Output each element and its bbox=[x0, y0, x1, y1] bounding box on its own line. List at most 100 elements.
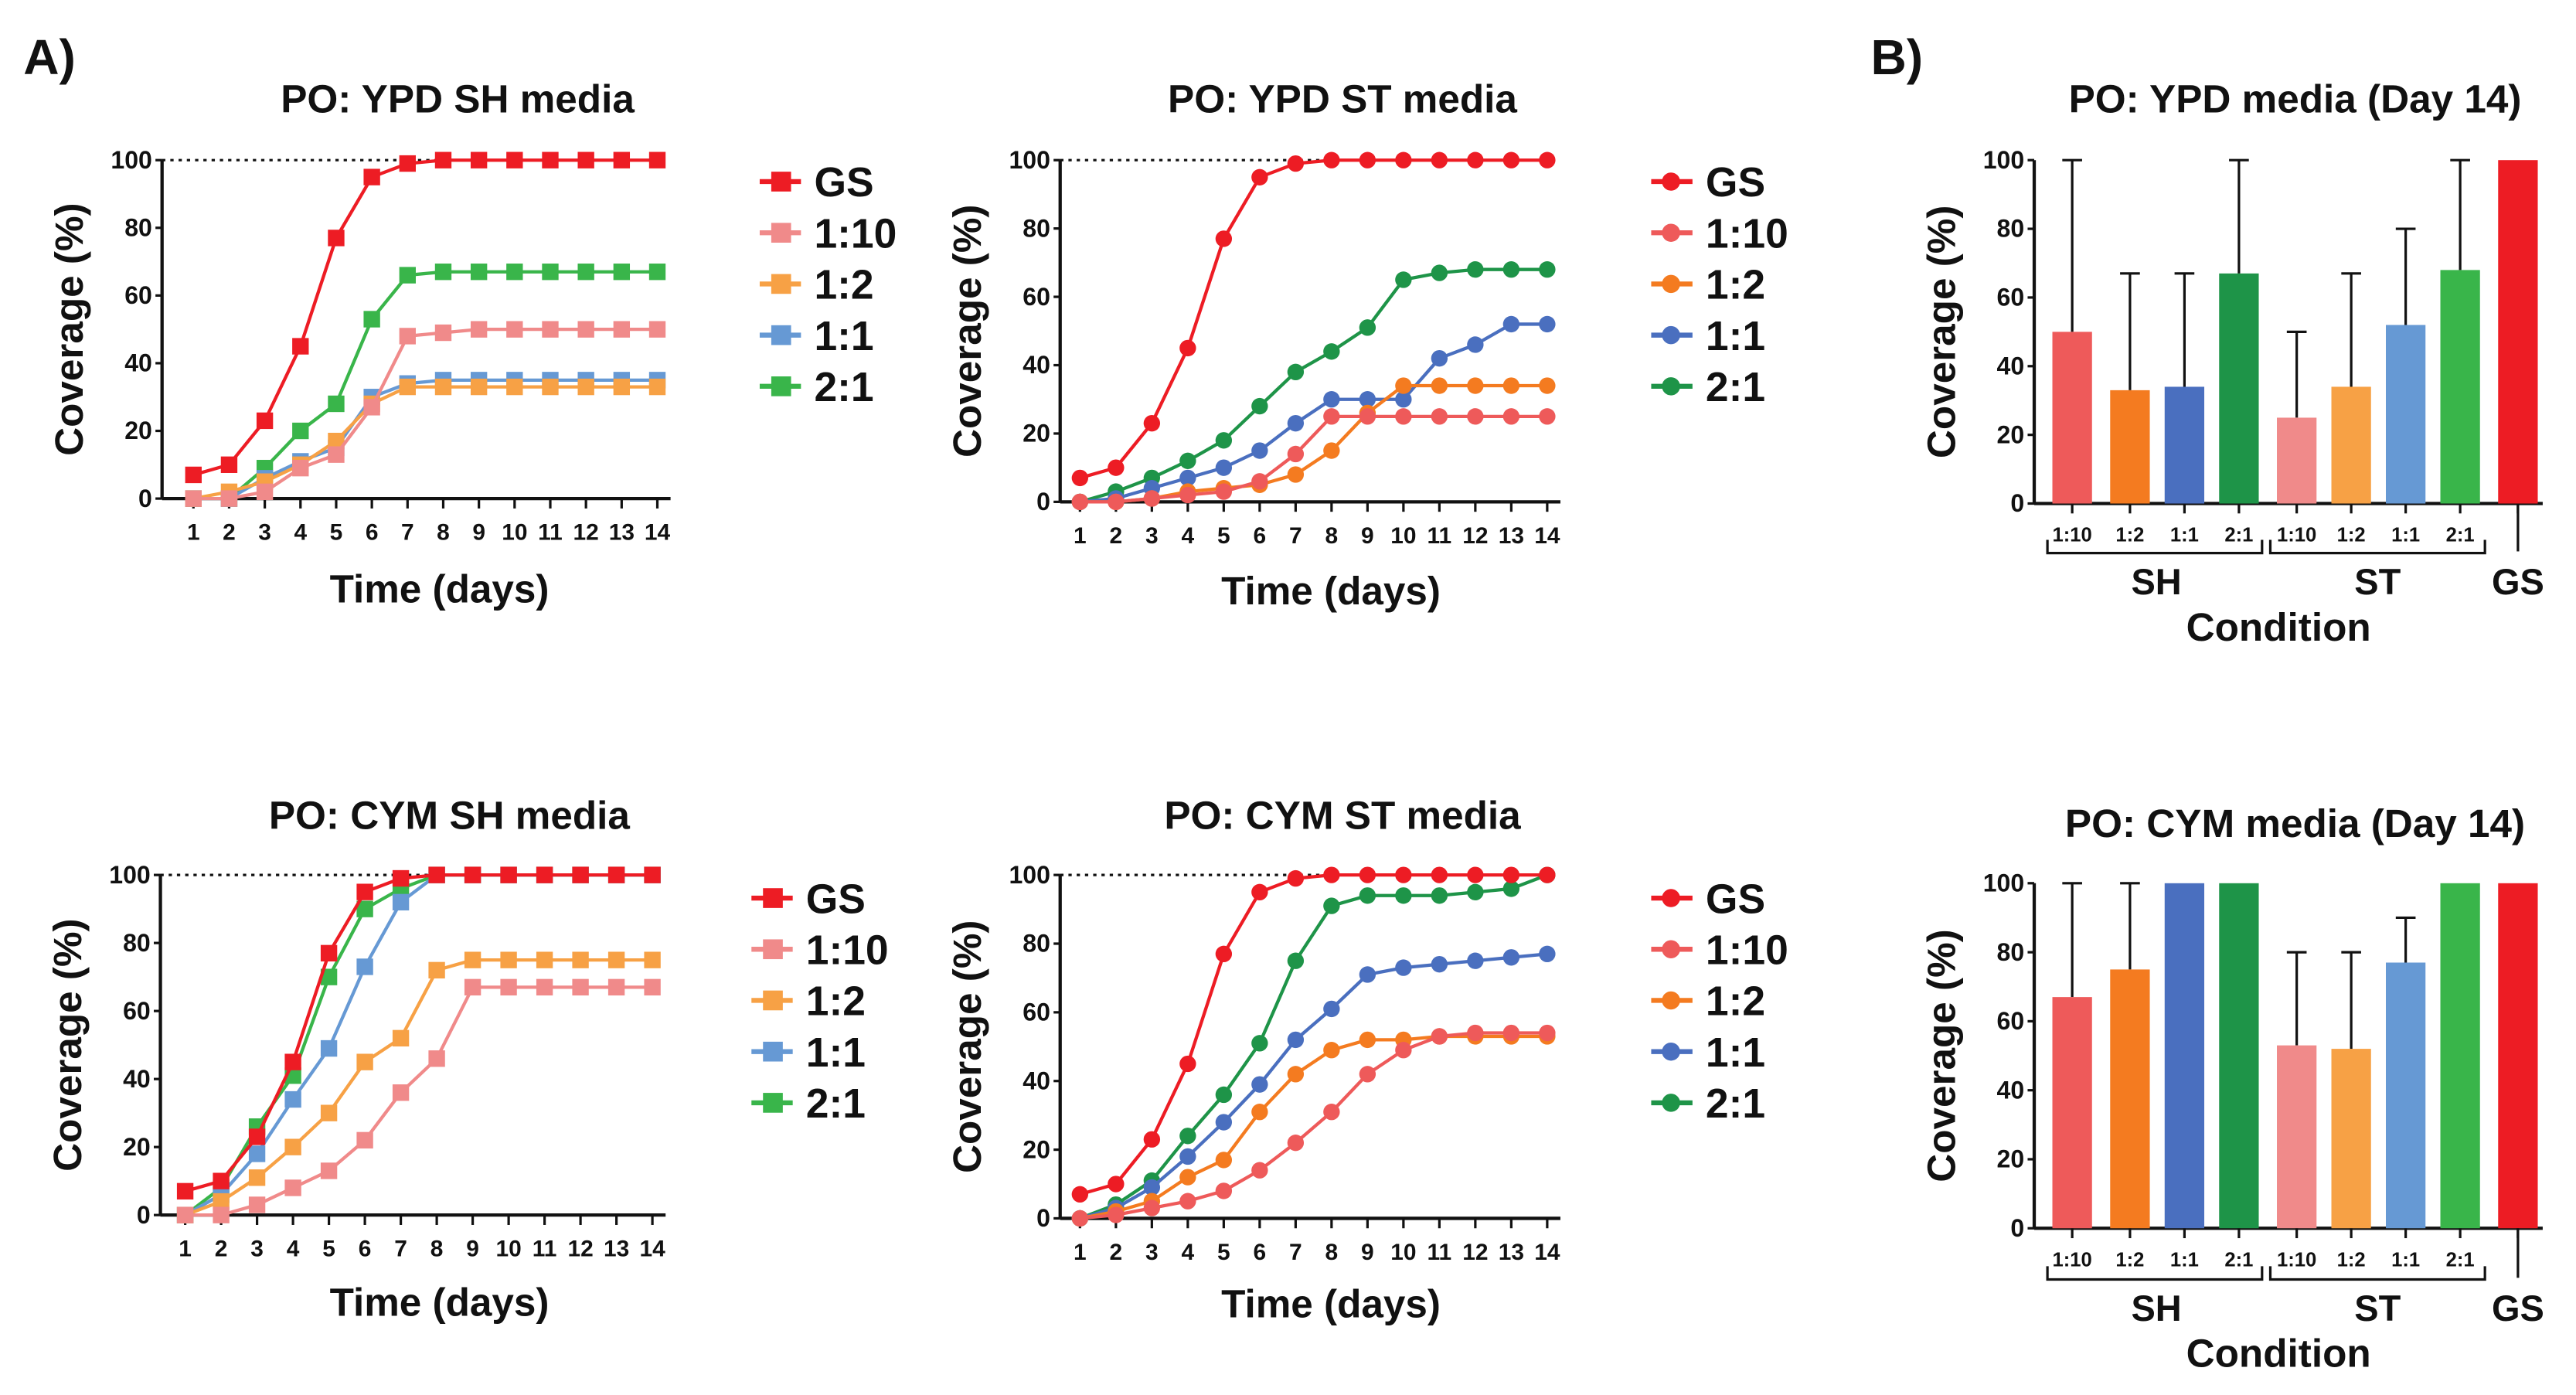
group-bracket bbox=[2268, 1266, 2486, 1281]
y-axis-label: Coverage (%) bbox=[47, 202, 91, 456]
bar-label: 1:1 bbox=[2170, 1249, 2199, 1271]
bar-label: 1:10 bbox=[2052, 1249, 2091, 1271]
data-point bbox=[1287, 1135, 1305, 1152]
data-point bbox=[399, 378, 416, 396]
legend-item-1:1: 1:1 bbox=[1651, 314, 1765, 359]
group-bracket bbox=[2046, 1266, 2264, 1281]
chart-0: 0 20 40 60 80 100 Coverage (%) PO: YPD SH media… bbox=[47, 77, 897, 611]
data-point bbox=[392, 1084, 410, 1101]
data-point bbox=[248, 1196, 266, 1213]
data-point bbox=[1431, 408, 1448, 425]
legend-label: 1:2 bbox=[1706, 979, 1765, 1025]
y-tick-label: 100 bbox=[109, 861, 150, 889]
data-point bbox=[428, 961, 445, 979]
x-tick-label: 8 bbox=[1325, 1240, 1339, 1265]
chart-title: PO: CYM SH media bbox=[269, 793, 631, 837]
bar-ST-1:2: 1:2 bbox=[2331, 951, 2371, 1271]
data-point bbox=[542, 321, 559, 338]
x-tick-label: 5 bbox=[1217, 1240, 1230, 1265]
data-point bbox=[328, 230, 345, 247]
data-point bbox=[284, 1090, 301, 1108]
group-bracket bbox=[2046, 539, 2264, 555]
y-tick-label: 80 bbox=[124, 213, 152, 241]
data-point bbox=[1539, 377, 1556, 394]
y-axis-label: Coverage (%) bbox=[1919, 929, 1963, 1182]
bar-label: 2:1 bbox=[2446, 1249, 2475, 1271]
data-point bbox=[328, 432, 345, 450]
chart-title: PO: CYM ST media bbox=[1164, 793, 1521, 837]
data-point bbox=[1467, 1024, 1484, 1042]
y-tick-label: 100 bbox=[1983, 146, 2024, 174]
data-point bbox=[284, 1053, 301, 1070]
series-1:10 bbox=[176, 978, 661, 1223]
data-point bbox=[1323, 408, 1340, 425]
data-point bbox=[185, 466, 202, 484]
bar-label: 1:1 bbox=[2391, 1249, 2420, 1271]
series-line bbox=[184, 873, 653, 1217]
data-point bbox=[1359, 1066, 1376, 1083]
bar-ST-2:1: 2:1 bbox=[2440, 883, 2480, 1271]
panel-label-b: B) bbox=[1871, 29, 1924, 85]
data-point bbox=[1143, 1199, 1161, 1216]
bar bbox=[2052, 997, 2092, 1229]
data-point bbox=[248, 1128, 266, 1145]
x-tick-label: 3 bbox=[1145, 1240, 1159, 1265]
x-tick-label: 3 bbox=[258, 520, 271, 546]
data-point bbox=[1179, 486, 1196, 504]
group-bracket bbox=[2268, 539, 2486, 555]
data-point bbox=[1179, 1148, 1196, 1165]
legend-marker bbox=[763, 990, 783, 1011]
x-tick-label: 9 bbox=[472, 520, 485, 546]
x-tick-label: 13 bbox=[604, 1237, 629, 1262]
data-point bbox=[607, 978, 625, 996]
data-point bbox=[363, 311, 380, 328]
bar bbox=[2219, 883, 2259, 1229]
chart-title: PO: YPD ST media bbox=[1168, 77, 1517, 121]
data-point bbox=[1215, 1152, 1233, 1169]
data-point bbox=[176, 1182, 194, 1200]
data-point bbox=[1323, 1042, 1340, 1059]
data-point bbox=[256, 412, 274, 430]
data-point bbox=[1287, 952, 1305, 969]
x-tick-label: 2 bbox=[223, 520, 236, 546]
data-point bbox=[392, 893, 410, 911]
data-point bbox=[644, 951, 661, 968]
bar-label: 1:10 bbox=[2277, 1249, 2316, 1271]
data-point bbox=[1502, 880, 1520, 897]
legend-marker bbox=[1662, 223, 1680, 242]
data-point bbox=[1179, 469, 1196, 487]
data-point bbox=[1467, 151, 1484, 168]
legend-item-2:1: 2:1 bbox=[1651, 365, 1765, 410]
data-point bbox=[1502, 408, 1520, 425]
data-point bbox=[213, 1193, 230, 1210]
data-point bbox=[1215, 483, 1233, 500]
data-point bbox=[648, 264, 666, 281]
data-point bbox=[1215, 1182, 1233, 1199]
data-point bbox=[470, 378, 488, 396]
y-axis-label: Coverage (%) bbox=[1919, 206, 1963, 459]
data-point bbox=[1467, 883, 1484, 901]
x-tick-label: 10 bbox=[1390, 1240, 1416, 1265]
data-point bbox=[648, 321, 666, 338]
legend-label: 1:2 bbox=[806, 979, 866, 1025]
data-point bbox=[1395, 866, 1412, 883]
data-point bbox=[399, 155, 416, 172]
legend-label: 1:1 bbox=[1706, 314, 1765, 359]
x-tick-label: 10 bbox=[1390, 523, 1416, 549]
data-point bbox=[1179, 1193, 1196, 1210]
data-point bbox=[1431, 866, 1448, 883]
x-tick-label: 6 bbox=[359, 1237, 372, 1262]
legend-marker bbox=[771, 223, 791, 243]
data-point bbox=[500, 866, 517, 883]
x-tick-label: 3 bbox=[250, 1237, 264, 1262]
data-point bbox=[470, 321, 488, 338]
legend-label: 1:2 bbox=[814, 263, 873, 308]
data-point bbox=[1395, 391, 1412, 408]
data-point bbox=[356, 1053, 373, 1070]
x-tick-label: 2 bbox=[215, 1237, 228, 1262]
x-axis-label: Time (days) bbox=[330, 1280, 550, 1324]
data-point bbox=[1502, 315, 1520, 333]
data-point bbox=[248, 1169, 266, 1186]
legend-marker bbox=[1662, 377, 1680, 396]
